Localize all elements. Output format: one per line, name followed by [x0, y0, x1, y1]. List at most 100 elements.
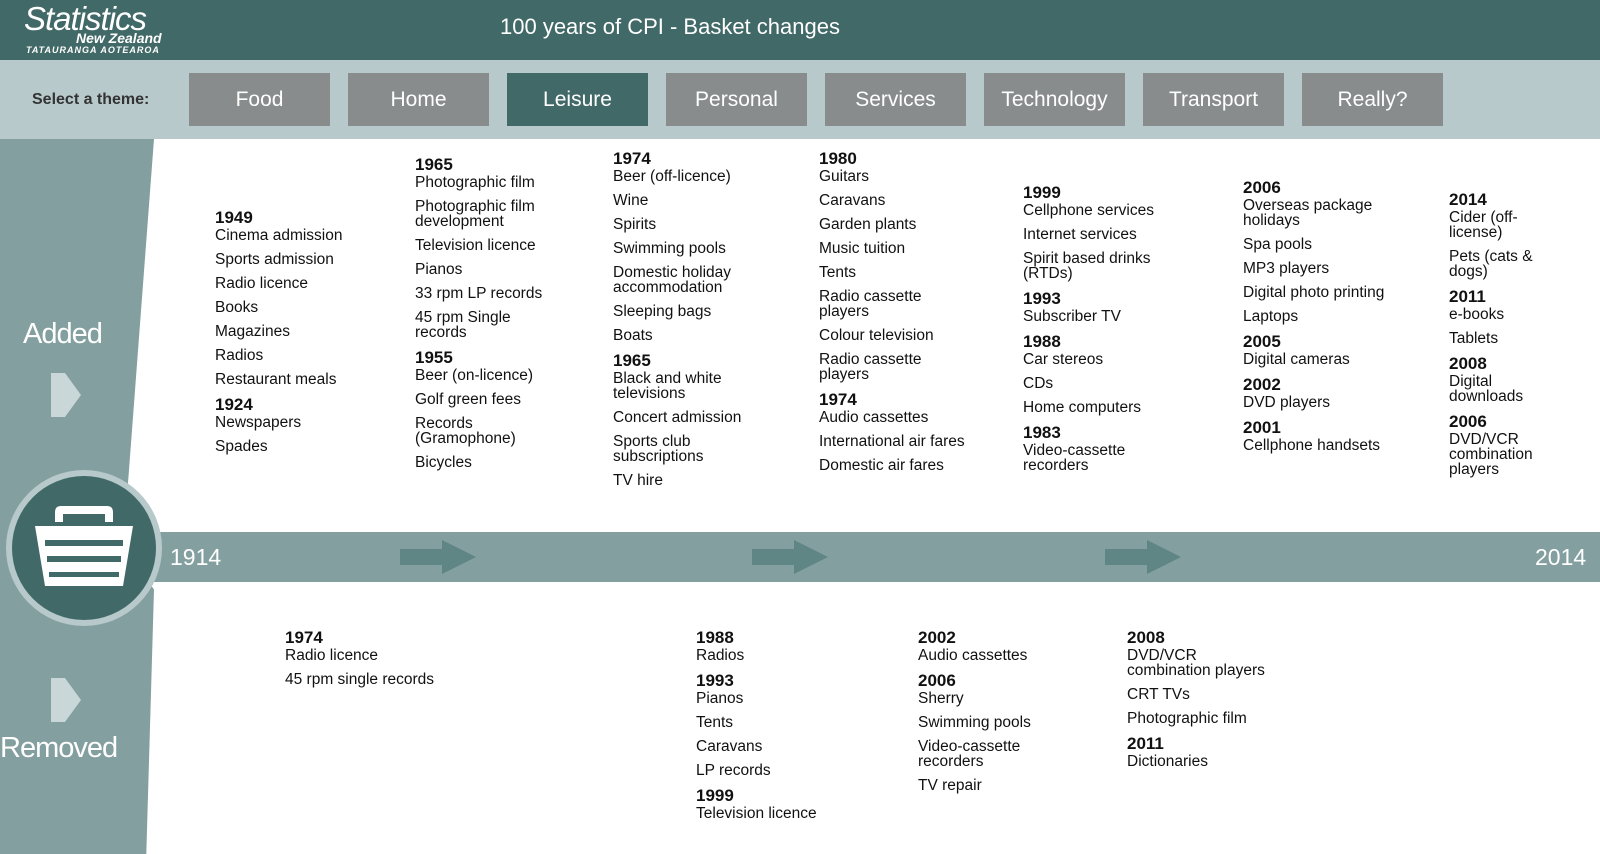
theme-button-food[interactable]: Food [189, 73, 330, 126]
removed-column-1: 1974 Radio licence 45 rpm single records [285, 628, 435, 687]
basket-item: Restaurant meals [215, 371, 337, 388]
basket-item: CRT TVs [1127, 686, 1190, 703]
basket-item: Records (Gramophone) [415, 415, 516, 447]
basket-item: Wine [613, 192, 649, 209]
year-heading: 2011 [1127, 734, 1164, 753]
theme-button-home[interactable]: Home [348, 73, 489, 126]
year-heading: 2006 [1243, 178, 1281, 197]
theme-button-technology[interactable]: Technology [984, 73, 1125, 126]
basket-item: Dictionaries [1127, 753, 1208, 770]
year-heading: 1988 [1023, 332, 1061, 351]
basket-item: Laptops [1243, 308, 1299, 325]
basket-item: e-books [1449, 306, 1505, 323]
removed-column-3: 2002 Audio cassettes 2006 Sherry Swimming po… [918, 628, 1068, 793]
basket-item: Sleeping bags [613, 303, 712, 320]
logo-sub: New Zealand [76, 30, 162, 46]
added-column-2: 1965 Photographic film Photographic film d… [415, 155, 565, 470]
year-heading: 2001 [1243, 418, 1281, 437]
basket-item: Pianos [415, 261, 463, 278]
basket-item: Sherry [918, 690, 964, 707]
basket-item: Beer (off-licence) [613, 168, 731, 185]
basket-item: Spirit based drinks (RTDs) [1023, 250, 1151, 282]
basket-item: Overseas package holidays [1243, 197, 1373, 229]
page-title: 100 years of CPI - Basket changes [500, 14, 840, 39]
basket-item: Colour television [819, 327, 934, 344]
basket-item: Sports club subscriptions [613, 433, 704, 465]
basket-item: Radios [696, 647, 745, 664]
basket-item: Internet services [1023, 226, 1137, 243]
stats-nz-logo[interactable]: Statistics New Zealand TATAURANGA AOTEAR… [24, 0, 184, 60]
basket-item: Cinema admission [215, 227, 343, 244]
basket-item: Cellphone services [1023, 202, 1154, 219]
basket-item: Swimming pools [918, 714, 1031, 731]
basket-item: DVD/VCR combination players [1127, 647, 1265, 679]
basket-item: Black and white televisions [613, 370, 722, 402]
year-heading: 2011 [1449, 287, 1486, 306]
basket-item: Audio cassettes [819, 409, 929, 426]
basket-item: Digital cameras [1243, 351, 1350, 368]
basket-item: Boats [613, 327, 653, 344]
basket-item: Sports admission [215, 251, 334, 268]
header-bar: Statistics New Zealand TATAURANGA AOTEAR… [0, 0, 1600, 60]
basket-item: Radio licence [215, 275, 309, 292]
basket-item: Radio cassette players [819, 351, 922, 383]
basket-item: Photographic film [415, 174, 535, 191]
basket-item: Tents [819, 264, 857, 281]
theme-button-transport[interactable]: Transport [1143, 73, 1284, 126]
year-heading: 1974 [819, 390, 857, 409]
basket-item: Newspapers [215, 414, 302, 431]
basket-item: Radio cassette players [819, 288, 922, 320]
year-heading: 2006 [918, 671, 956, 690]
year-heading: 1988 [696, 628, 734, 647]
theme-label: Select a theme: [32, 91, 150, 108]
basket-item: Subscriber TV [1023, 308, 1121, 325]
basket-item: Pets (cats & dogs) [1449, 248, 1533, 280]
basket-item: TV hire [613, 472, 663, 489]
year-heading: 1924 [215, 395, 253, 414]
year-heading: 1974 [613, 149, 651, 168]
added-column-1: 1949 Cinema admission Sports admission Radi… [215, 208, 360, 454]
basket-item: Video-cassette recorders [1023, 442, 1126, 474]
basket-item: Domestic air fares [819, 457, 944, 474]
basket-item: Beer (on-licence) [415, 367, 534, 384]
basket-item: 45 rpm single records [285, 671, 435, 688]
timeline-end-year: 2014 [1535, 544, 1587, 570]
theme-button-really[interactable]: Really? [1302, 73, 1443, 126]
basket-item: Radio licence [285, 647, 379, 664]
basket-item: Swimming pools [613, 240, 726, 257]
year-heading: 1955 [415, 348, 453, 367]
basket-item: Photographic film [1127, 710, 1247, 727]
shopping-basket-icon [35, 506, 133, 586]
added-column-6: 2006 Overseas package holidays Spa pools MP… [1243, 178, 1393, 453]
year-heading: 1974 [285, 628, 323, 647]
basket-item: Video-cassette recorders [918, 738, 1021, 770]
removed-label: Removed [0, 732, 118, 764]
added-column-4: 1980 Guitars Caravans Garden plants Music tu… [819, 149, 969, 473]
basket-item: Spirits [613, 216, 657, 233]
year-heading: 2014 [1449, 190, 1487, 209]
added-column-7: 2014 Cider (off-license) Pets (cats & dogs… [1449, 190, 1569, 477]
basket-item: Tents [696, 714, 734, 731]
year-heading: 1949 [215, 208, 253, 227]
timeline-arrow-icon [400, 540, 476, 574]
logo-name: Statistics [24, 0, 147, 37]
basket-item: Cider (off-license) [1449, 209, 1518, 241]
timeline-arrow-icon [1105, 540, 1181, 574]
basket-item: Audio cassettes [918, 647, 1028, 664]
theme-button-personal[interactable]: Personal [666, 73, 807, 126]
basket-item: Photographic film development [415, 198, 535, 230]
basket-item: Garden plants [819, 216, 917, 233]
basket-item: CDs [1023, 375, 1054, 392]
theme-button-services[interactable]: Services [825, 73, 966, 126]
year-heading: 2008 [1449, 354, 1487, 373]
basket-item: International air fares [819, 433, 965, 450]
basket-item: Digital photo printing [1243, 284, 1385, 301]
basket-item: TV repair [918, 777, 982, 794]
added-arrow-icon [51, 373, 81, 417]
removed-arrow-icon [51, 678, 81, 722]
basket-item: Guitars [819, 168, 869, 185]
theme-button-leisure[interactable]: Leisure [507, 73, 648, 126]
basket-item: Cellphone handsets [1243, 437, 1381, 454]
removed-column-4: 2008 DVD/VCR combination players CRT TVs Ph… [1127, 628, 1277, 769]
added-column-5: 1999 Cellphone services Internet services S… [1023, 183, 1173, 473]
